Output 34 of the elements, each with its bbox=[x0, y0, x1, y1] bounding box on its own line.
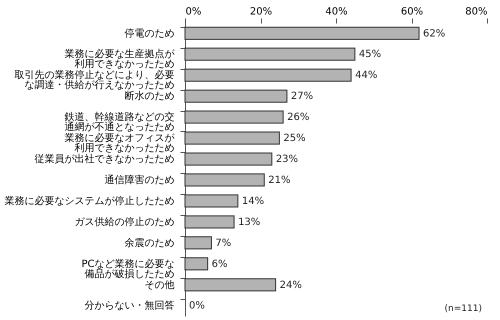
y-tick-label: ガス供給の停止のため bbox=[74, 216, 174, 228]
data-label: 23% bbox=[276, 154, 298, 166]
x-tick-label: 60% bbox=[400, 6, 424, 18]
y-tick-label: 業務に必要なオフィスが利用できなかったため bbox=[64, 132, 176, 154]
data-label: 6% bbox=[212, 258, 228, 270]
x-tick-label: 80% bbox=[465, 6, 488, 18]
y-tick-label: 鉄道、幹線道路などの交通網が不通となったため bbox=[64, 111, 174, 134]
x-tick-label: 40% bbox=[325, 6, 348, 18]
x-tick-label: 20% bbox=[250, 6, 272, 18]
data-label: 27% bbox=[290, 91, 314, 102]
y-tick-label: 業務に必要な生産拠点が利用できなかったため bbox=[64, 48, 176, 70]
y-tick-label: 余震のため bbox=[124, 236, 174, 249]
data-label: 25% bbox=[283, 133, 306, 144]
y-tick-label: 従業員が出社できなかったため bbox=[34, 153, 174, 166]
y-tick-label: PCなど業務に必要な備品が破損したため bbox=[81, 258, 174, 280]
data-label: 45% bbox=[358, 49, 382, 60]
data-label: 14% bbox=[242, 196, 264, 207]
y-tick-label: その他 bbox=[144, 278, 174, 291]
x-tick-label: 0% bbox=[186, 6, 202, 18]
y-tick-label: 分からない・無回答 bbox=[84, 300, 174, 312]
data-label: 7% bbox=[215, 238, 232, 249]
data-label: 21% bbox=[268, 174, 291, 186]
data-label: 26% bbox=[287, 112, 310, 124]
y-tick-label: 取引先の業務停止などにより、必要な調達・供給が行えなかったため bbox=[14, 69, 174, 92]
data-label: 24% bbox=[280, 280, 302, 291]
annotation: (n=111) bbox=[444, 304, 482, 314]
y-tick-label: 通信障害のため bbox=[104, 174, 174, 186]
data-label: 62% bbox=[423, 28, 446, 40]
y-tick-label: 停電のため bbox=[124, 27, 174, 40]
data-label: 44% bbox=[355, 70, 378, 82]
data-label: 0% bbox=[189, 300, 205, 312]
y-tick-label: 断水のため bbox=[124, 90, 174, 102]
data-label: 13% bbox=[238, 216, 260, 228]
y-tick-label: 業務に必要なシステムが停止したため bbox=[4, 194, 174, 207]
